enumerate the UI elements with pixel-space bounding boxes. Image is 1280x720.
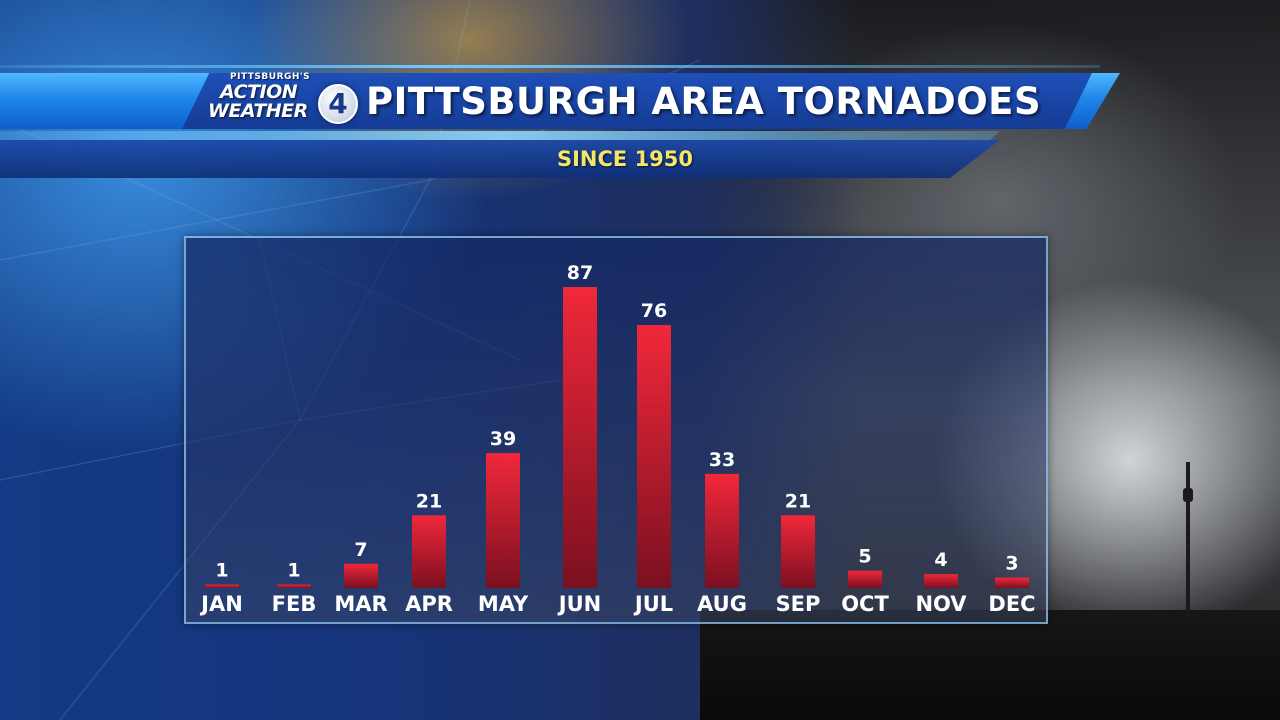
logo-number: 4	[318, 84, 358, 124]
value-label-jul: 76	[641, 300, 667, 322]
chart-subtitle: SINCE 1950	[556, 147, 694, 171]
logo-top-text: PITTSBURGH'S	[230, 72, 311, 82]
value-label-mar: 7	[354, 539, 367, 561]
bar-feb	[277, 584, 311, 588]
bar-jan	[205, 584, 239, 588]
category-label-feb: FEB	[272, 592, 317, 616]
category-label-oct: OCT	[841, 592, 889, 616]
subtitle-banner-glow	[0, 131, 1000, 140]
category-label-jan: JAN	[199, 592, 243, 616]
category-label-sep: SEP	[776, 592, 821, 616]
bar-apr	[412, 515, 446, 588]
value-label-apr: 21	[416, 490, 442, 512]
utility-pole	[1186, 462, 1190, 617]
banner-accent-line	[0, 65, 1100, 68]
value-label-dec: 3	[1005, 553, 1018, 575]
value-label-sep: 21	[785, 490, 811, 512]
value-label-jan: 1	[215, 560, 228, 582]
category-label-dec: DEC	[988, 592, 1035, 616]
value-label-nov: 4	[934, 549, 947, 571]
value-label-oct: 5	[858, 546, 871, 568]
value-label-feb: 1	[287, 560, 300, 582]
category-label-may: MAY	[478, 592, 529, 616]
bar-aug	[705, 473, 739, 588]
logo-word-weather: WEATHER	[208, 100, 308, 122]
utility-pole-top	[1183, 488, 1193, 502]
bar-oct	[848, 570, 882, 588]
category-label-jul: JUL	[633, 592, 673, 616]
bar-chart: 1 1 7 21 39 87 76 33 21 5 4 3 JAN FEB MAR APR MAY JUN JUL…	[199, 262, 1035, 616]
bar-mar	[344, 563, 378, 588]
ground-silhouette	[700, 610, 1280, 720]
value-label-aug: 33	[709, 449, 735, 471]
bar-nov	[924, 574, 958, 588]
station-logo: PITTSBURGH'S ACTION WEATHER 4	[200, 70, 360, 128]
chart-title: PITTSBURGH AREA TORNADOES	[366, 80, 1042, 123]
category-label-aug: AUG	[697, 592, 747, 616]
bar-may	[486, 453, 520, 588]
chart-panel	[184, 236, 1048, 624]
subtitle-banner	[0, 140, 1000, 178]
bar-jul	[637, 325, 671, 588]
bar-sep	[781, 515, 815, 588]
category-label-mar: MAR	[334, 592, 387, 616]
logo-word-action: ACTION	[220, 81, 298, 103]
category-label-nov: NOV	[915, 592, 967, 616]
category-label-jun: JUN	[557, 592, 601, 616]
category-label-apr: APR	[405, 592, 453, 616]
value-label-jun: 87	[567, 262, 593, 284]
bar-jun	[563, 287, 597, 588]
value-label-may: 39	[490, 428, 516, 450]
bar-dec	[995, 577, 1029, 588]
